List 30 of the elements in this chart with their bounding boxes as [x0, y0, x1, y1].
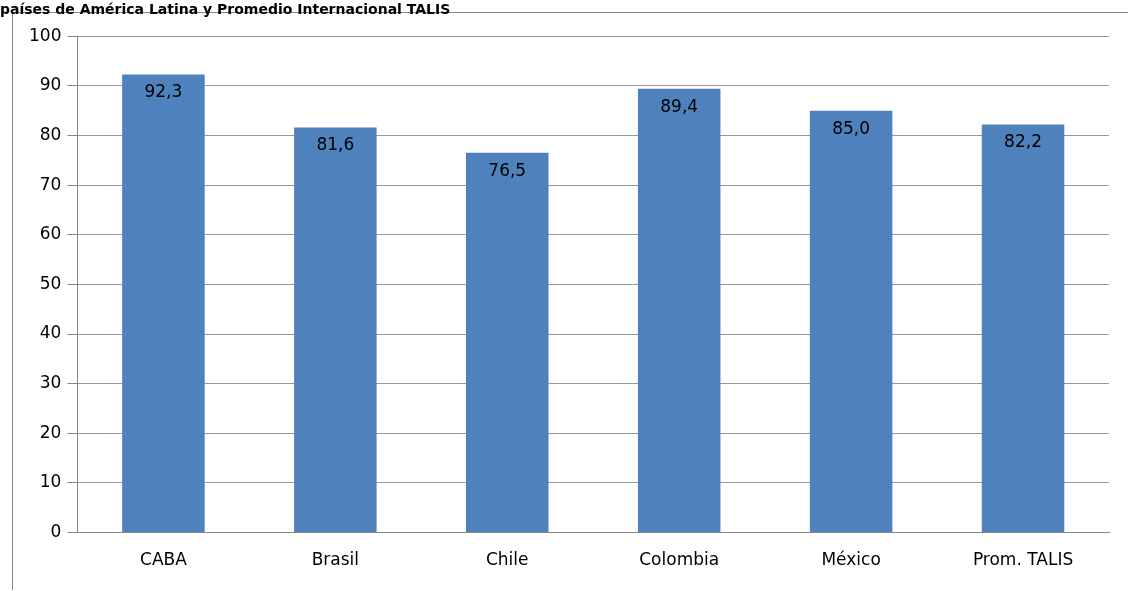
x-tick-label: Colombia	[639, 549, 720, 570]
data-label: 82,2	[1004, 131, 1042, 152]
y-tick-label: 60	[39, 223, 62, 244]
bar	[466, 152, 549, 533]
data-label: 76,5	[488, 159, 527, 180]
y-tick-label: 70	[39, 173, 62, 194]
y-tick-label: 100	[28, 24, 62, 45]
bar	[637, 88, 721, 533]
y-tick-label: 50	[39, 272, 62, 293]
data-label: 92,3	[144, 81, 183, 102]
y-tick-label: 20	[39, 421, 62, 442]
x-tick-label: Brasil	[311, 549, 360, 570]
data-label: 85,0	[832, 117, 871, 138]
y-tick-label: 0	[50, 521, 62, 542]
x-tick-label: Chile	[485, 549, 529, 570]
x-tick-label: Prom. TALIS	[972, 549, 1074, 570]
bar	[122, 74, 205, 533]
chart-title: países de América Latina y Promedio Internacional TALIS	[0, 0, 451, 18]
y-tick-label: 80	[39, 123, 62, 144]
x-tick-label: México	[821, 549, 881, 570]
y-tick-label: 90	[39, 74, 62, 95]
data-label: 81,6	[316, 134, 355, 155]
bar	[294, 127, 377, 533]
data-label: 89,4	[660, 95, 699, 116]
y-tick-label: 10	[39, 471, 62, 492]
bar	[981, 124, 1065, 533]
x-tick-label: CABA	[140, 549, 188, 570]
bar	[809, 110, 893, 533]
y-tick-label: 40	[39, 322, 62, 343]
y-tick-label: 30	[39, 372, 62, 393]
